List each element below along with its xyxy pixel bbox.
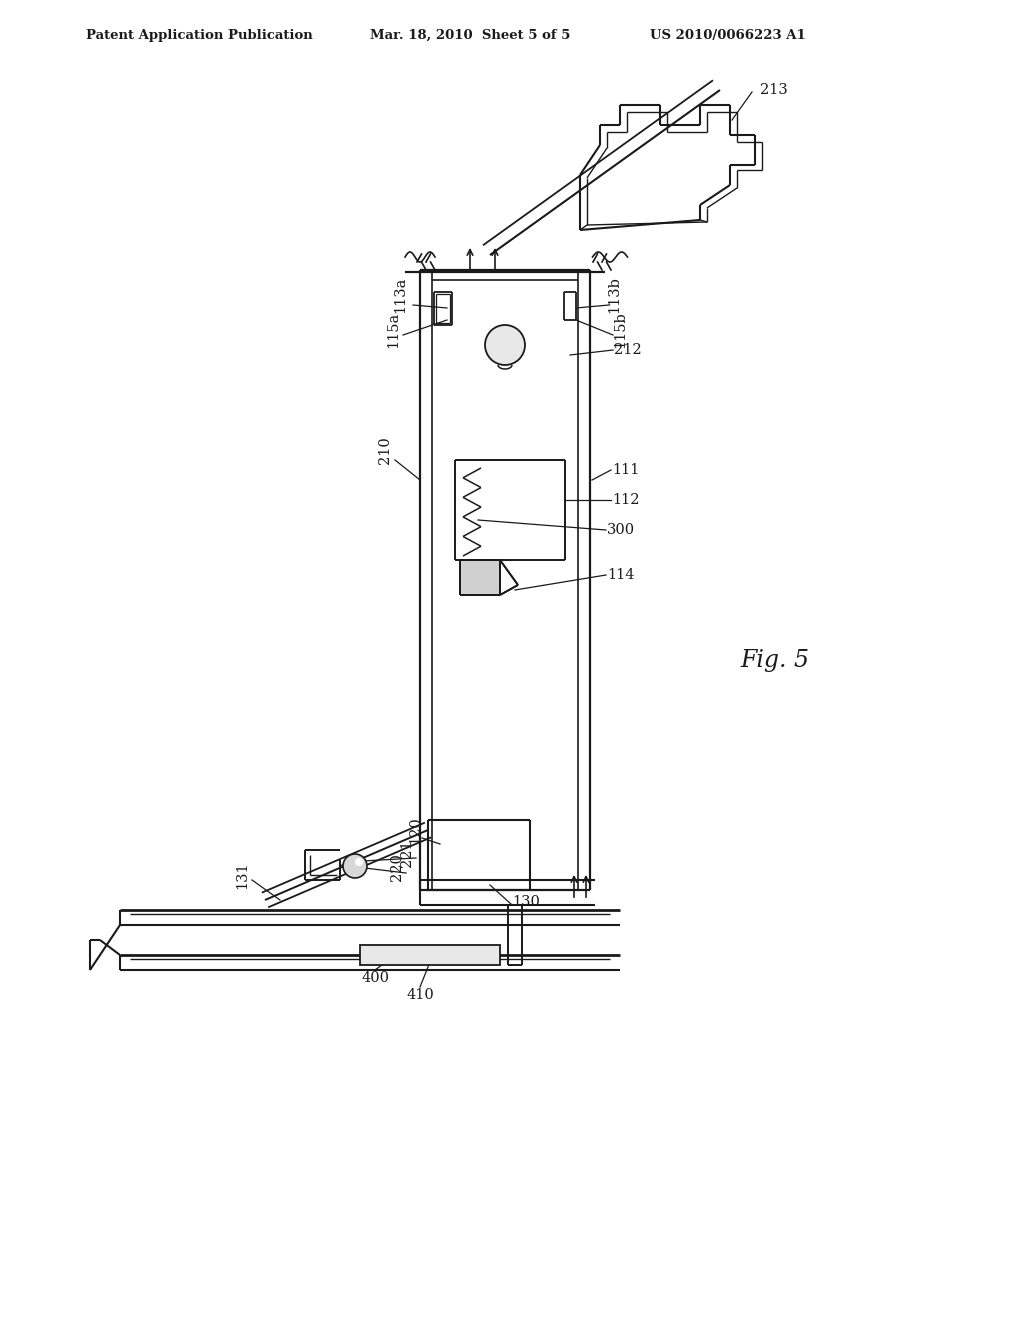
Text: 221: 221 <box>400 840 414 867</box>
Circle shape <box>343 854 367 878</box>
Bar <box>460 560 500 595</box>
Text: 113a: 113a <box>393 277 407 313</box>
Text: 220: 220 <box>390 853 404 880</box>
Text: Fig. 5: Fig. 5 <box>740 648 809 672</box>
Text: 113b: 113b <box>607 277 621 313</box>
Text: 115b: 115b <box>613 312 627 348</box>
Ellipse shape <box>494 346 516 363</box>
Text: 210: 210 <box>378 436 392 463</box>
Bar <box>360 945 500 965</box>
Text: 115a: 115a <box>386 312 400 348</box>
Text: US 2010/0066223 A1: US 2010/0066223 A1 <box>650 29 806 41</box>
Text: 300: 300 <box>607 523 635 537</box>
Circle shape <box>355 858 362 866</box>
Text: 130: 130 <box>512 895 540 909</box>
Text: 213: 213 <box>760 83 787 96</box>
Text: 111: 111 <box>612 463 639 477</box>
Circle shape <box>485 325 525 366</box>
Text: Patent Application Publication: Patent Application Publication <box>86 29 312 41</box>
Text: 400: 400 <box>361 972 389 985</box>
Text: 131: 131 <box>234 861 249 888</box>
Text: 114: 114 <box>607 568 635 582</box>
Text: 212: 212 <box>614 343 642 356</box>
Text: Mar. 18, 2010  Sheet 5 of 5: Mar. 18, 2010 Sheet 5 of 5 <box>370 29 570 41</box>
Text: 120: 120 <box>408 816 422 843</box>
Text: 112: 112 <box>612 492 640 507</box>
Text: 410: 410 <box>407 987 434 1002</box>
